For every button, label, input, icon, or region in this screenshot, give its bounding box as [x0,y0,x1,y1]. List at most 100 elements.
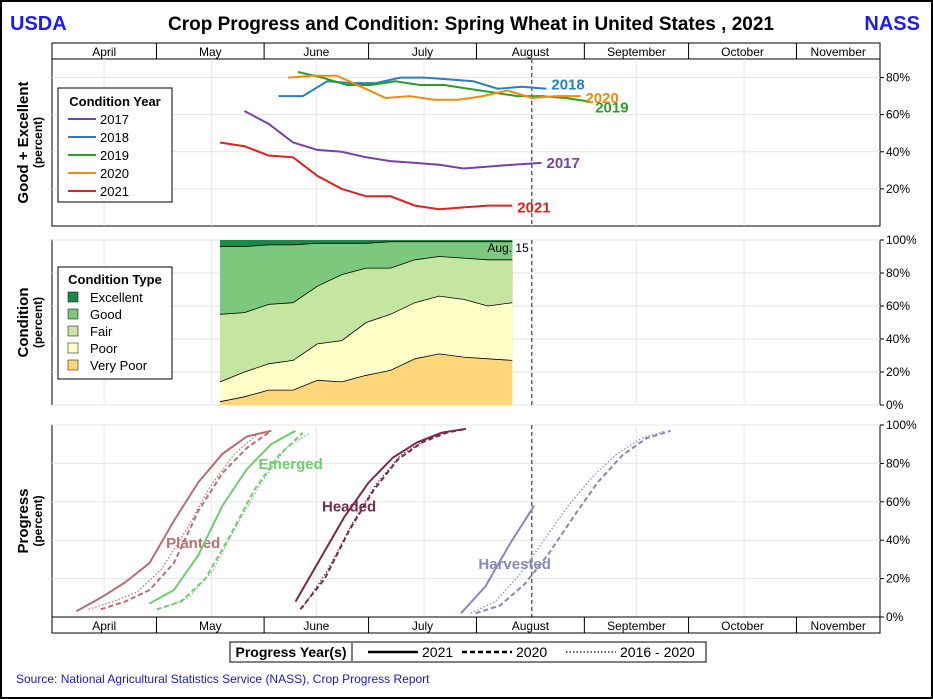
legend-title: Condition Year [69,94,161,109]
headed-label: Headed [322,498,376,515]
usda-label: USDA [10,13,67,35]
y-tick-label: 40% [886,332,910,346]
harvested-dashed-line [475,429,671,615]
month-label-may: May [199,45,222,59]
legend-label-2018: 2018 [100,130,129,145]
y-axis-label-group: Good + Excellent (percent) [15,81,45,203]
series-line-2018 [278,76,547,98]
planted-dashed-line [100,429,272,611]
legend-label-2019: 2019 [100,148,129,163]
month-label-october: October [721,619,764,633]
legend-label-excellent: Excellent [90,290,143,305]
harvested-label: Harvested [478,556,551,573]
y-tick-label: 100% [886,233,917,247]
emerged-label: Emerged [259,456,323,473]
series-end-label-2017: 2017 [546,155,579,172]
good-excellent-panel: 80% 60% 40% 20% Good + Excellent (percent) 201… [15,58,910,227]
y-axis-label: Progress [15,488,32,553]
y-tick-label: 80% [886,266,910,280]
planted-label: Planted [166,535,220,552]
progress-panel: 100% 80% 60% 40% 20% 0% Progress (percent) Plant… [15,418,917,624]
legend-label-good: Good [90,307,122,322]
condition-year-legend: Condition Year 2017 2018 2019 2020 2021 [57,87,173,203]
harvested-solid-line [460,505,536,614]
condition-boundary-poor [219,295,513,383]
legend-solid-label: 2021 [422,644,453,660]
y-axis-unit: (percent) [31,117,45,168]
y-tick-label: 0% [886,610,904,624]
month-label-july: July [412,45,433,59]
emerged-solid-line [148,429,296,605]
series-line-2019 [297,71,591,103]
month-label-june: June [303,45,329,59]
y-tick-label: 20% [886,572,910,586]
legend-label-2021: 2021 [100,184,129,199]
headed-solid-line [294,427,467,603]
panel-frame [51,424,881,618]
y-tick-label: 20% [886,182,910,196]
month-label-april: April [92,45,116,59]
month-label-november: November [811,619,866,633]
source-note: Source: National Agricultural Statistics… [16,672,430,686]
series-line-2017 [243,110,542,170]
y-tick-label: 0% [886,398,904,412]
month-axis-box [51,616,881,634]
series-end-label-2018: 2018 [551,77,584,94]
month-label-july: July [412,619,433,633]
month-label-may: May [199,619,222,633]
series-line-2021 [219,141,513,211]
legend-box [57,87,173,203]
month-label-april: April [92,619,116,633]
legend-label-2020: 2020 [100,166,129,181]
y-axis-label-group: Condition (percent) [15,288,45,358]
series-end-label-2019: 2019 [595,100,628,117]
legend-label-fair: Fair [90,324,113,339]
panel-frame [51,58,881,227]
y-tick-label: 80% [886,456,910,470]
condition-band-very-poor [220,353,513,405]
condition-boundary-fair [219,256,513,315]
month-label-october: October [721,45,764,59]
legend-label-2017: 2017 [100,112,129,127]
month-label-november: November [811,45,866,59]
month-label-august: August [512,45,550,59]
legend-swatch-good [67,308,79,320]
legend-swatch-poor [67,342,79,354]
y-axis-unit: (percent) [31,297,45,348]
legend-label-poor: Poor [90,341,118,356]
aug-15-annotation: Aug. 15 [487,241,529,255]
y-tick-label: 40% [886,533,910,547]
planted-solid-line [75,429,272,613]
month-label-september: September [607,45,666,59]
progress-legend-title: Progress Year(s) [235,644,346,660]
legend-swatch-fair [67,325,79,337]
legend-dotted-label: 2016 - 2020 [620,644,695,660]
nass-label: NASS [864,13,920,35]
emerged-dashed-line [156,431,304,611]
condition-boundary-very-poor [219,353,513,403]
series-end-label-2021: 2021 [517,200,550,217]
legend-dashed-label: 2020 [516,644,547,660]
bottom-month-axis: April May June July August September October No… [51,616,881,634]
series-line-2020 [288,74,581,101]
legend-title: Condition Type [68,272,162,287]
y-tick-label: 60% [886,108,910,122]
headed-dashed-line [299,427,467,610]
y-tick-label: 60% [886,299,910,313]
top-month-axis: April May June July August September October No… [51,42,881,60]
y-tick-label: 80% [886,71,910,85]
y-tick-label: 100% [886,418,917,432]
y-tick-label: 20% [886,365,910,379]
legend-label-very-poor: Very Poor [90,358,148,373]
y-tick-label: 40% [886,145,910,159]
y-tick-label: 60% [886,495,910,509]
legend-swatch-very-poor [67,359,79,371]
y-axis-unit: (percent) [31,495,45,546]
condition-boundary-good [220,241,513,247]
y-axis-label: Good + Excellent [15,81,32,203]
legend-swatch-excellent [67,291,79,303]
condition-panel: 100% 80% 60% 40% 20% 0% Condition (percent) Aug.… [15,233,917,412]
month-label-september: September [607,619,666,633]
month-label-august: August [512,619,550,633]
